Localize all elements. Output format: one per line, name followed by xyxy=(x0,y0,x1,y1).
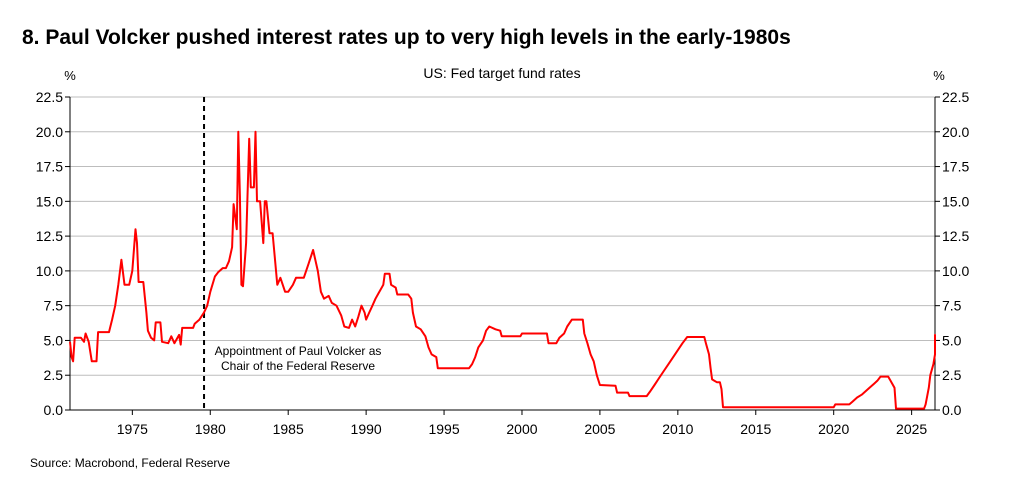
y-tick-label-left: 2.5 xyxy=(44,367,64,383)
fed-funds-rate-line xyxy=(69,130,936,410)
y-tick-label-left: 20.0 xyxy=(36,124,63,140)
y-tick-label-left: 7.5 xyxy=(44,298,64,314)
y-axis-right: 0.0 2.5 5.0 7.5 10.0 12.5 15.0 17.5 20.0 22.5 xyxy=(935,89,969,418)
y-unit-left: % xyxy=(64,68,76,83)
y-unit-right: % xyxy=(933,68,945,83)
chart-title: US: Fed target fund rates xyxy=(423,65,580,81)
x-tick-label: 1985 xyxy=(273,421,304,437)
annotation-line-2: Chair of the Federal Reserve xyxy=(221,359,375,373)
y-tick-label-right: 2.5 xyxy=(942,367,962,383)
y-tick-label-left: 10.0 xyxy=(36,263,63,279)
annotation-background xyxy=(212,342,385,374)
y-tick-label-right: 15.0 xyxy=(942,193,969,209)
x-axis: 1975 1980 1985 1990 1995 2000 2005 2010 2015 2020… xyxy=(117,410,927,437)
y-tick-label-left: 0.0 xyxy=(44,402,64,418)
x-tick-label: 2005 xyxy=(584,421,615,437)
x-tick-label: 1990 xyxy=(351,421,382,437)
y-tick-label-right: 22.5 xyxy=(942,89,969,105)
axes xyxy=(69,97,936,411)
y-tick-label-left: 15.0 xyxy=(36,193,63,209)
y-tick-label-right: 17.5 xyxy=(942,159,969,175)
annotation-line-1: Appointment of Paul Volcker as xyxy=(215,344,382,358)
y-tick-label-left: 12.5 xyxy=(36,228,63,244)
page-title: 8. Paul Volcker pushed interest rates up… xyxy=(22,26,791,49)
y-tick-label-left: 5.0 xyxy=(44,332,64,348)
gridlines xyxy=(70,96,935,376)
y-tick-label-right: 5.0 xyxy=(942,332,962,348)
y-tick-label-left: 22.5 xyxy=(36,89,63,105)
y-axis-left: 0.0 2.5 5.0 7.5 10.0 12.5 15.0 17.5 20.0 22.5 xyxy=(36,89,70,418)
x-tick-label: 2015 xyxy=(740,421,771,437)
x-tick-label: 2020 xyxy=(818,421,849,437)
source-note: Source: Macrobond, Federal Reserve xyxy=(30,456,231,470)
x-tick-label: 2010 xyxy=(662,421,693,437)
x-tick-label: 2025 xyxy=(896,421,927,437)
y-tick-label-left: 17.5 xyxy=(36,159,63,175)
y-tick-label-right: 10.0 xyxy=(942,263,969,279)
y-tick-label-right: 7.5 xyxy=(942,298,962,314)
y-tick-label-right: 12.5 xyxy=(942,228,969,244)
y-tick-label-right: 20.0 xyxy=(942,124,969,140)
x-tick-label: 2000 xyxy=(506,421,537,437)
y-tick-label-right: 0.0 xyxy=(942,402,962,418)
x-tick-label: 1995 xyxy=(428,421,459,437)
x-tick-label: 1980 xyxy=(195,421,226,437)
x-tick-label: 1975 xyxy=(117,421,148,437)
